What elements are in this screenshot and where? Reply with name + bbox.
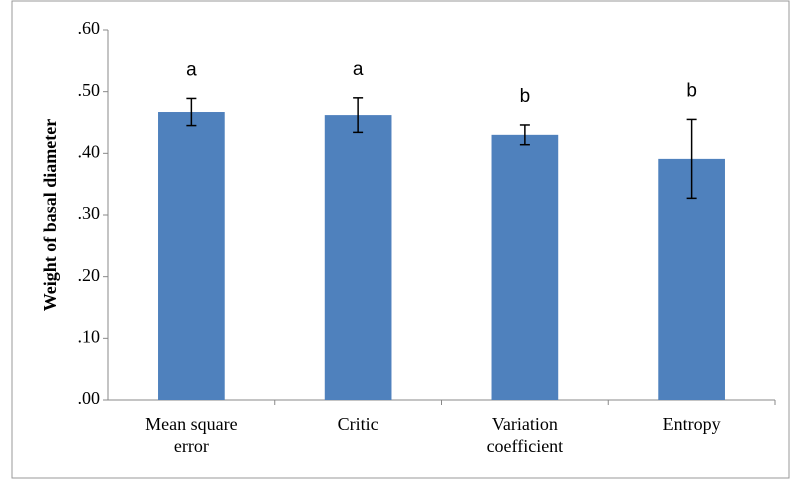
x-tick-label: Mean square error: [145, 414, 238, 456]
y-tick-label: .10: [78, 326, 101, 346]
y-tick-label: .40: [78, 141, 101, 161]
bar: [158, 112, 225, 401]
y-tick-label: .00: [78, 388, 101, 408]
significance-letter: a: [186, 59, 197, 80]
y-tick-label: .30: [78, 203, 101, 223]
y-axis-label: Weight of basal diameter: [40, 119, 60, 311]
y-tick-label: .50: [78, 80, 101, 100]
x-tick-label: Critic: [337, 414, 379, 434]
y-tick-label: .20: [78, 265, 101, 285]
x-tick-label: Variation coefficient: [486, 414, 564, 456]
x-tick-label: Entropy: [662, 414, 721, 434]
significance-letter: b: [686, 80, 697, 101]
bar: [491, 134, 559, 401]
chart-frame: [11, 0, 790, 479]
y-tick-label: .60: [78, 18, 101, 38]
bar: [324, 115, 392, 400]
significance-letter: a: [353, 59, 364, 80]
significance-letter: b: [520, 86, 531, 107]
